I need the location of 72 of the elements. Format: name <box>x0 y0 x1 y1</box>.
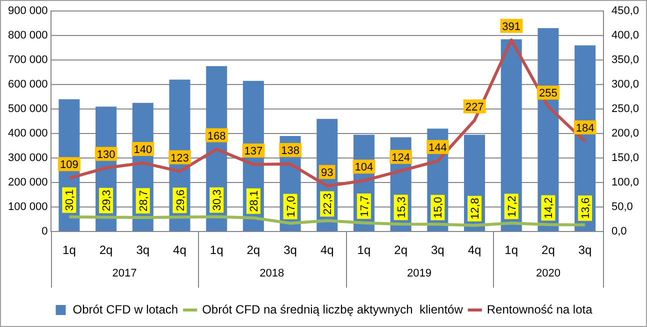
data-label: 12,8 <box>470 198 482 220</box>
data-label: 22,3 <box>322 193 334 215</box>
x-tick-label: 3q <box>136 243 150 258</box>
y2-tick-label: 50,0 <box>611 201 633 214</box>
data-label: 17,2 <box>506 196 518 218</box>
data-label: 130 <box>96 148 116 161</box>
text: 2019 <box>406 268 432 280</box>
text: 2017 <box>112 268 137 280</box>
y-tick-label: 500 000 <box>8 103 48 116</box>
x-tick-label: 3q <box>578 243 592 258</box>
data-label: 140 <box>134 144 152 156</box>
data-label: 124 <box>392 152 410 164</box>
x-tick-label: 2q <box>99 243 113 258</box>
y-tick-label: 100 000 <box>8 201 48 214</box>
x-tick-label: 2q <box>394 243 408 258</box>
y2-tick-label: 250,0 <box>611 103 640 116</box>
y2-tick-label: 350,0 <box>611 54 640 66</box>
data-label: 227 <box>465 101 484 114</box>
data-label: 168 <box>207 130 226 142</box>
data-label: 255 <box>539 88 558 100</box>
y2-tick-label: 150,0 <box>611 152 640 164</box>
y2-tick-label: 200,0 <box>611 128 640 140</box>
data-label: 29,3 <box>101 190 114 212</box>
data-label: 391 <box>502 20 521 33</box>
y-tick-label: 600 000 <box>8 78 48 91</box>
y-tick-label: 800 000 <box>8 30 48 42</box>
text: 2018 <box>260 268 284 280</box>
y-tick-label: 300 000 <box>8 152 48 164</box>
data-label: 30,3 <box>212 189 224 211</box>
x-tick-label: 1q <box>504 243 518 258</box>
y2-tick-label: 300,0 <box>611 78 640 91</box>
x-tick-label: 3q <box>284 243 297 258</box>
text: 2020 <box>536 268 560 280</box>
data-label: 137 <box>244 145 263 158</box>
data-label: 13,6 <box>580 198 592 219</box>
data-label: 17,0 <box>285 196 298 218</box>
legend-label: Rentowność na lota <box>486 302 593 316</box>
y2-tick-label: 0,0 <box>611 226 627 238</box>
data-label: 184 <box>576 122 594 134</box>
data-label: 138 <box>281 144 300 157</box>
data-label: 15,3 <box>396 196 408 218</box>
x-tick-label: 1q <box>62 243 76 258</box>
data-label: 17,7 <box>358 196 371 217</box>
legend-label: Obrót CFD na średnią liczbę aktywnych klientów <box>202 302 464 316</box>
x-tick-label: 3q <box>430 243 444 258</box>
y-tick-label: 400 000 <box>8 128 48 140</box>
y2-tick-label: 450,0 <box>611 5 640 18</box>
y-tick-label: 0 <box>42 226 48 238</box>
y2-tick-label: 100,0 <box>611 176 640 189</box>
x-tick-label: 1q <box>357 243 371 258</box>
y-tick-label: 200 000 <box>8 176 48 189</box>
x-tick-label: 2q <box>542 243 555 258</box>
y-tick-label: 700 000 <box>8 54 48 66</box>
legend-label: Obrót CFD w lotach <box>72 302 178 316</box>
data-label: 123 <box>170 152 189 164</box>
data-label: 28,7 <box>138 190 150 212</box>
data-label: 14,2 <box>543 197 556 219</box>
data-label: 28,1 <box>248 190 260 212</box>
y-tick-label: 900 000 <box>8 5 48 18</box>
data-label: 144 <box>428 142 447 154</box>
data-label: 93 <box>320 167 334 180</box>
data-label: 30,1 <box>64 189 76 211</box>
x-tick-label: 4q <box>320 243 334 258</box>
data-label: 104 <box>354 162 374 174</box>
data-label: 15,0 <box>432 196 445 218</box>
data-label: 109 <box>60 159 78 172</box>
x-tick-label: 1q <box>210 243 224 258</box>
data-label: 29,6 <box>174 190 187 212</box>
y2-tick-label: 400,0 <box>611 30 640 42</box>
x-tick-label: 2q <box>246 243 260 258</box>
x-tick-label: 4q <box>173 243 186 258</box>
x-tick-label: 4q <box>468 243 482 258</box>
